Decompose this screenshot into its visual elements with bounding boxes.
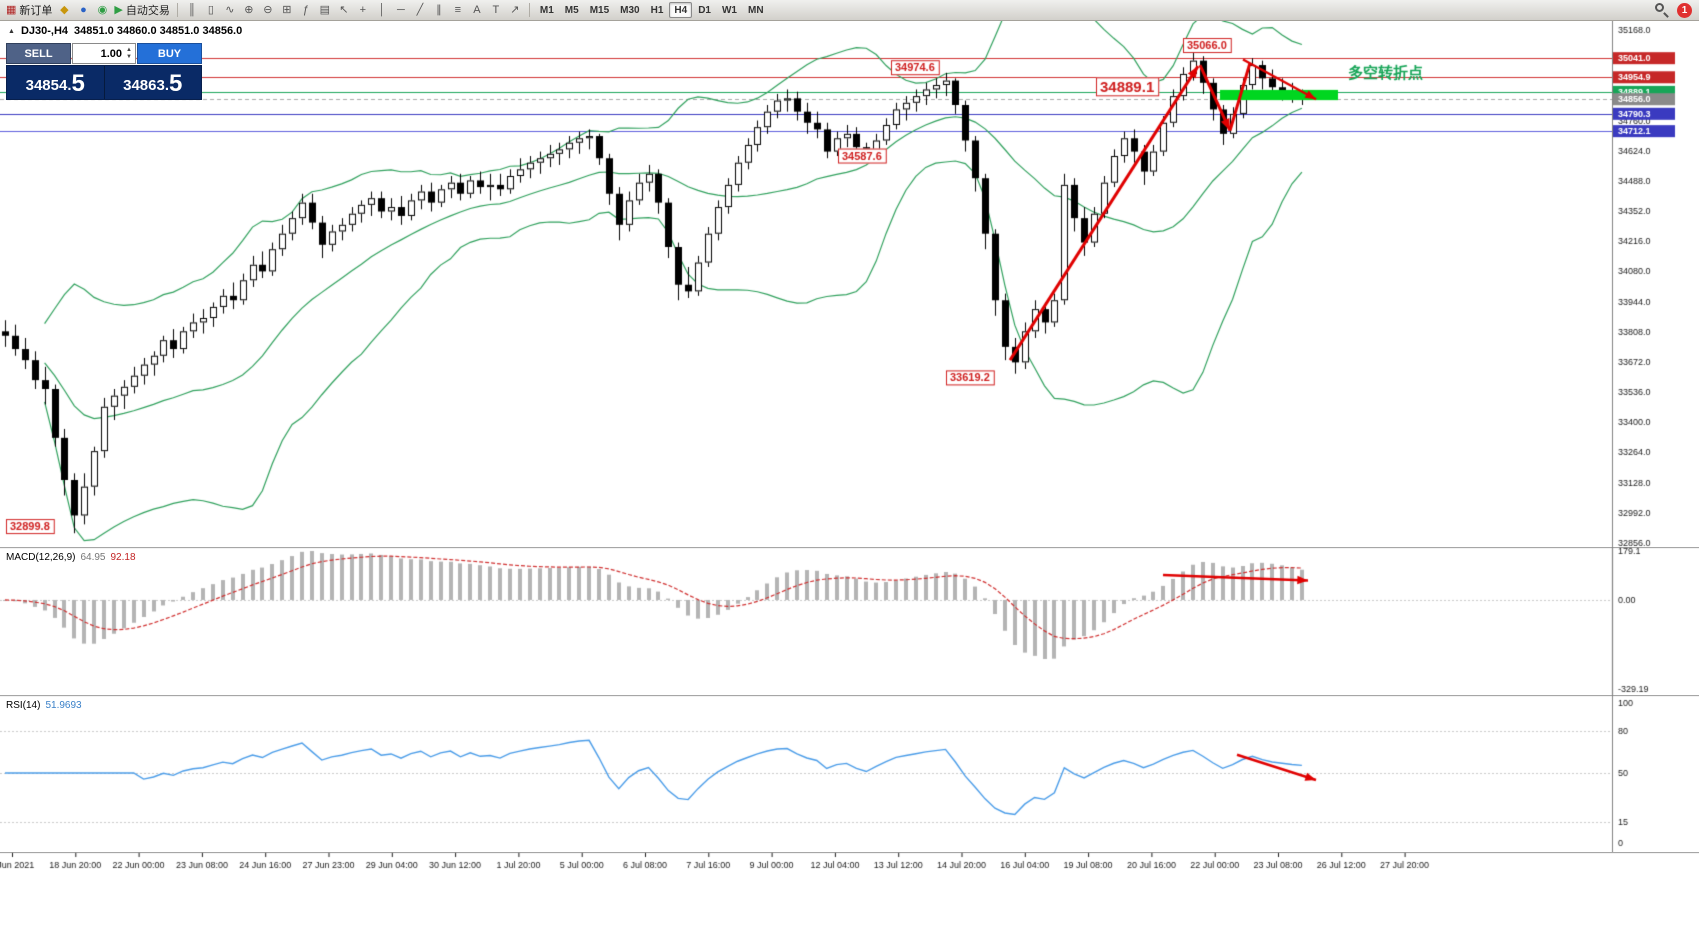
sell-price[interactable]: 34854. 5 bbox=[7, 66, 104, 99]
sell-price-main: 34854. bbox=[25, 77, 72, 94]
zoom-in-button[interactable]: ⊕ bbox=[240, 2, 258, 19]
zoom-in-icon: ⊕ bbox=[244, 3, 254, 16]
new-order-icon: ▦ bbox=[6, 3, 17, 16]
sell-button[interactable]: SELL bbox=[6, 43, 71, 64]
toolbar-right: 1 bbox=[1655, 2, 1695, 18]
timeframe-d1-button[interactable]: D1 bbox=[698, 4, 711, 16]
timeframe-m1-button[interactable]: M1 bbox=[539, 4, 554, 16]
fibonacci-retracement-icon: ≡ bbox=[454, 3, 462, 16]
macd-indicator-label: MACD(12,26,9) 64.95 92.18 bbox=[6, 552, 136, 563]
tile-windows-button[interactable]: ⊞ bbox=[278, 2, 296, 19]
tile-windows-icon: ⊞ bbox=[282, 3, 292, 16]
auto-trading-label: 自动交易 bbox=[125, 5, 170, 17]
stepper-up-icon[interactable]: ▲ bbox=[126, 46, 132, 53]
text-label-icon: T bbox=[492, 3, 500, 16]
stepper-down-icon[interactable]: ▼ bbox=[126, 53, 132, 60]
bar-chart-icon: ║ bbox=[187, 3, 196, 16]
lot-size-value: 1.00 bbox=[100, 47, 122, 60]
macd-signal-value: 92.18 bbox=[110, 552, 136, 563]
lot-stepper[interactable]: ▲ ▼ bbox=[124, 44, 134, 63]
bar-chart-button[interactable]: ║ bbox=[183, 2, 201, 19]
rsi-panel-canvas[interactable] bbox=[0, 695, 1699, 852]
buy-button[interactable]: BUY bbox=[137, 43, 202, 64]
arrows-tool-button[interactable]: ↗ bbox=[506, 2, 524, 19]
macd-panel-canvas[interactable] bbox=[0, 547, 1699, 695]
zoom-out-icon: ⊖ bbox=[263, 3, 273, 16]
text-button[interactable]: A bbox=[468, 2, 486, 19]
search-handle bbox=[1663, 11, 1669, 18]
toolbar-separator bbox=[528, 3, 530, 17]
price-divider bbox=[103, 66, 105, 99]
toolbar-group-tools: ║ ▯ ∿ ⊕ ⊖ ⊞ ƒ ▤ ↖ + │ ─ ╱ ∥ ≡ A T ↗ bbox=[183, 2, 524, 19]
text-icon: A bbox=[473, 3, 481, 16]
lot-size-field[interactable]: 1.00 ▲ ▼ bbox=[72, 43, 136, 64]
rsi-name: RSI(14) bbox=[6, 700, 41, 711]
market-watch-icon: ● bbox=[80, 3, 87, 16]
new-order-label: 新订单 bbox=[19, 5, 53, 17]
symbol-period-label: DJ30-,H4 bbox=[20, 25, 69, 37]
trendline-button[interactable]: ╱ bbox=[411, 2, 429, 19]
main-toolbar: ▦ 新订单 ◆ ● ◉ ▶ 自动交易 ║ ▯ ∿ ⊕ ⊖ ⊞ ƒ ▤ ↖ + │ ─ ╱ ∥ ≡ A T ↗ M1 M5 M15 M… bbox=[0, 0, 1699, 21]
trendline-icon: ╱ bbox=[416, 3, 424, 16]
new-order-button[interactable]: ▦ 新订单 bbox=[4, 2, 54, 19]
cursor-icon: ↖ bbox=[339, 3, 349, 16]
timeframe-m30-button[interactable]: M30 bbox=[620, 4, 640, 16]
line-chart-icon: ∿ bbox=[225, 3, 235, 16]
timeframe-mn-button[interactable]: MN bbox=[747, 4, 764, 16]
charts-button[interactable]: ◆ bbox=[55, 2, 73, 19]
vertical-line-button[interactable]: │ bbox=[373, 2, 391, 19]
templates-button[interactable]: ▤ bbox=[316, 2, 334, 19]
sell-price-pip: 5 bbox=[71, 69, 85, 97]
horizontal-line-button[interactable]: ─ bbox=[392, 2, 410, 19]
timeframe-m5-button[interactable]: M5 bbox=[564, 4, 579, 16]
chart-info: ▲ DJ30-,H4 34851.0 34860.0 34851.0 34856… bbox=[8, 25, 242, 37]
ohlc-values: 34851.0 34860.0 34851.0 34856.0 bbox=[74, 25, 243, 37]
zoom-out-button[interactable]: ⊖ bbox=[259, 2, 277, 19]
charts-icon: ◆ bbox=[60, 3, 69, 16]
search-icon[interactable] bbox=[1655, 2, 1670, 18]
market-watch-button[interactable]: ● bbox=[74, 2, 92, 19]
toolbar-group-timeframes: M1 M5 M15 M30 H1 H4 D1 W1 MN bbox=[535, 2, 769, 18]
cursor-button[interactable]: ↖ bbox=[335, 2, 353, 19]
templates-icon: ▤ bbox=[319, 3, 331, 16]
text-label-button[interactable]: T bbox=[487, 2, 505, 19]
one-click-trade-panel: SELL 1.00 ▲ ▼ BUY 34854. 5 34863. 5 bbox=[6, 43, 202, 100]
navigator-button[interactable]: ◉ bbox=[93, 2, 111, 19]
arrows-tool-icon: ↗ bbox=[510, 3, 520, 16]
notification-badge[interactable]: 1 bbox=[1677, 2, 1692, 18]
vertical-line-icon: │ bbox=[378, 3, 386, 16]
toolbar-separator bbox=[176, 3, 178, 17]
timeframe-h4-button[interactable]: H4 bbox=[669, 2, 693, 18]
rsi-indicator-label: RSI(14) 51.9693 bbox=[6, 700, 82, 711]
rsi-value: 51.9693 bbox=[45, 700, 82, 711]
symbol-marker-icon: ▲ bbox=[8, 27, 15, 35]
indicators-list-button[interactable]: ƒ bbox=[297, 2, 315, 19]
time-axis-canvas[interactable] bbox=[0, 852, 1699, 943]
line-chart-button[interactable]: ∿ bbox=[221, 2, 239, 19]
search-lens bbox=[1655, 2, 1664, 12]
timeframe-w1-button[interactable]: W1 bbox=[721, 4, 737, 16]
macd-main-value: 64.95 bbox=[80, 552, 106, 563]
macd-name: MACD(12,26,9) bbox=[6, 552, 76, 563]
navigator-icon: ◉ bbox=[97, 3, 108, 16]
timeframe-m15-button[interactable]: M15 bbox=[589, 4, 610, 16]
fibonacci-retracement-button[interactable]: ≡ bbox=[449, 2, 467, 19]
equidistant-channel-icon: ∥ bbox=[436, 3, 442, 16]
timeframe-h1-button[interactable]: H1 bbox=[650, 4, 664, 16]
indicators-list-icon: ƒ bbox=[302, 3, 309, 16]
buy-price[interactable]: 34863. 5 bbox=[105, 66, 202, 99]
equidistant-channel-button[interactable]: ∥ bbox=[430, 2, 448, 19]
crosshair-icon: + bbox=[359, 3, 367, 16]
candlestick-chart-button[interactable]: ▯ bbox=[202, 2, 220, 19]
buy-price-main: 34863. bbox=[123, 77, 170, 94]
horizontal-line-icon: ─ bbox=[396, 3, 405, 16]
auto-trading-button[interactable]: ▶ 自动交易 bbox=[112, 2, 171, 19]
price-chart-canvas[interactable] bbox=[0, 21, 1699, 547]
crosshair-button[interactable]: + bbox=[354, 2, 372, 19]
auto-trading-icon: ▶ bbox=[114, 3, 123, 16]
candlestick-chart-icon: ▯ bbox=[207, 3, 214, 16]
buy-price-pip: 5 bbox=[169, 69, 183, 97]
toolbar-group-trading: ▦ 新订单 ◆ ● ◉ ▶ 自动交易 bbox=[4, 2, 172, 19]
